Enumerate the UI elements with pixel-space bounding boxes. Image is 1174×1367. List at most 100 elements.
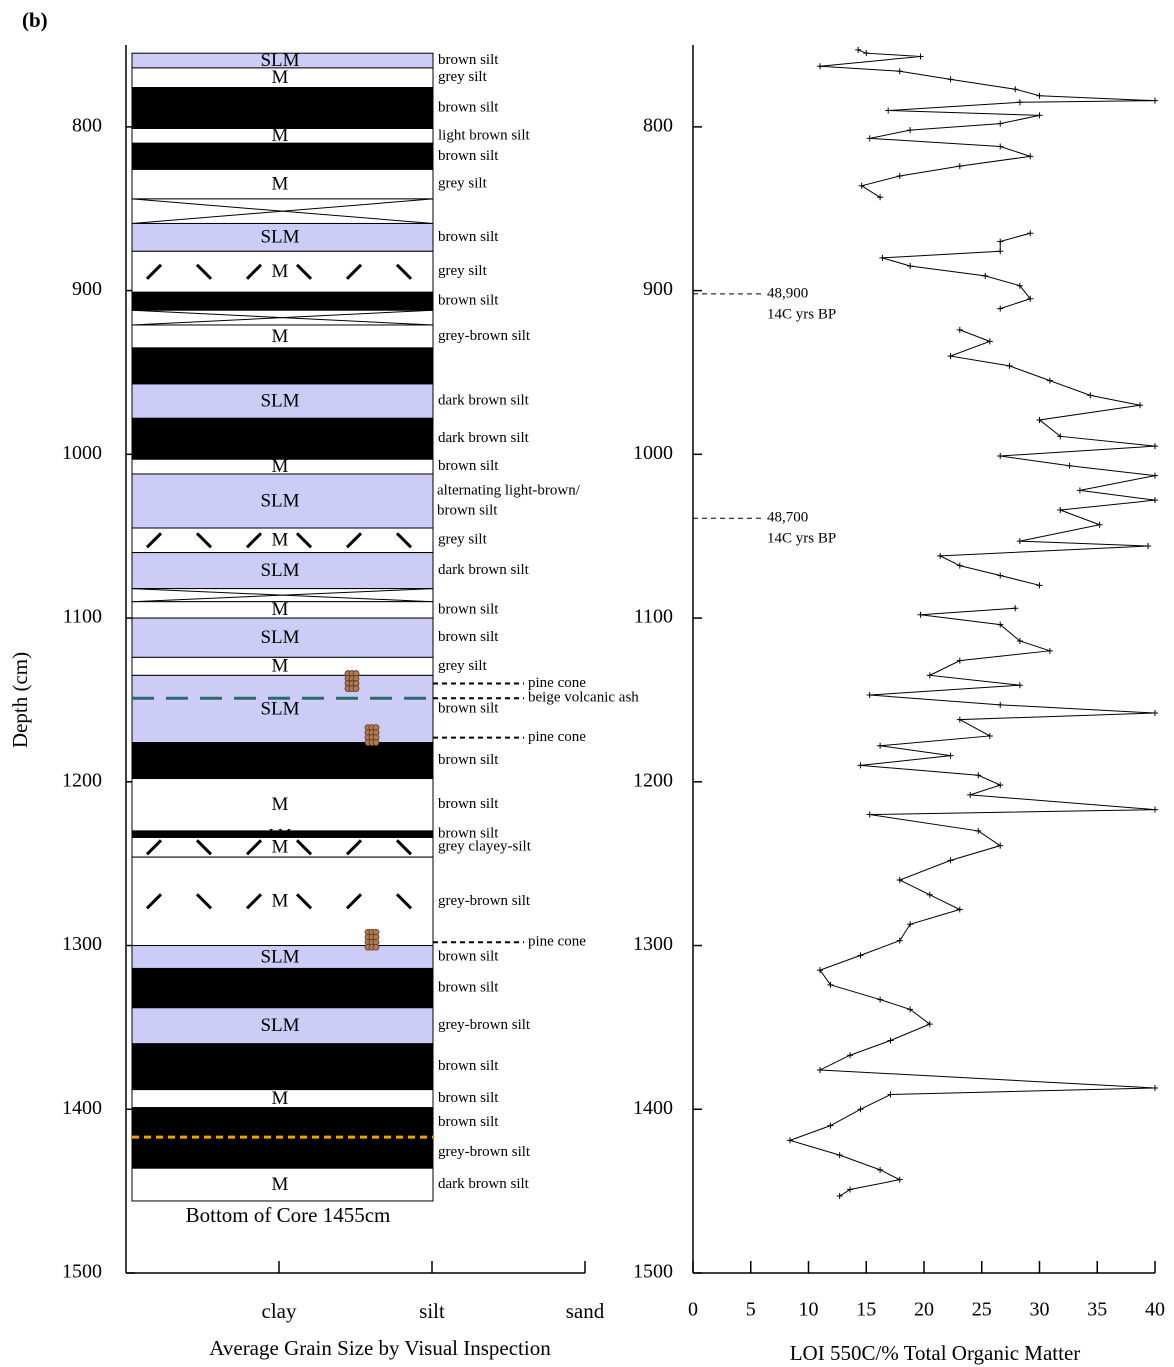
loi-point [847, 1186, 854, 1193]
loi-point [1136, 402, 1143, 409]
loi-point [1152, 497, 1158, 504]
layer-description: brown silt [438, 1058, 499, 1074]
y-tick-label: 1300 [633, 933, 673, 955]
layer-description: grey-brown silt [438, 893, 531, 909]
bottom-note: Bottom of Core 1455cm [186, 1203, 391, 1227]
dash [195, 263, 213, 280]
loi-point [1152, 443, 1158, 450]
hiatus-line [131, 309, 434, 326]
dash [195, 532, 213, 549]
loi-point [1046, 647, 1053, 654]
x-tick-label: sand [566, 1299, 605, 1323]
layer-label: LM [266, 750, 295, 771]
date-label: 48,700 [767, 510, 808, 526]
layer [131, 674, 434, 744]
layer-description: brown silt [438, 229, 499, 245]
annotation-label: beige volcanic ash [528, 690, 639, 706]
layer-label: M [272, 456, 289, 477]
y-tick-label: 1100 [634, 606, 673, 628]
loi-point [817, 967, 824, 974]
loi-point [1027, 153, 1034, 160]
layer-description: brown silt [438, 826, 499, 842]
layer-label: M [272, 67, 289, 88]
layer-label: SLM [260, 227, 299, 248]
loi-point [997, 248, 1004, 255]
y-tick-label: 900 [72, 278, 102, 300]
loi-point [986, 338, 993, 345]
layer [131, 1167, 434, 1202]
layer-description: dark brown silt [438, 430, 530, 446]
loi-point [1027, 230, 1034, 237]
loi-point [877, 742, 884, 749]
loi-point [997, 701, 1004, 708]
layer-description: grey silt [438, 176, 488, 192]
layer [131, 417, 434, 460]
layer-description: grey silt [438, 532, 488, 548]
layer [131, 856, 434, 947]
loi-point [836, 1193, 843, 1200]
layer-label: LM [266, 1142, 295, 1163]
layer-description: brown silt [438, 1114, 499, 1130]
layer-label: SLM [260, 627, 299, 648]
loi-point [836, 1152, 843, 1159]
loi-point [887, 1037, 894, 1044]
loi-point [1152, 710, 1158, 717]
x-tick-label: 15 [856, 1299, 876, 1321]
dash [395, 532, 413, 549]
layer [131, 967, 434, 1009]
layer-label: LM [266, 1112, 295, 1133]
loi-point [982, 272, 989, 279]
layer [131, 168, 434, 200]
loi-point [907, 1006, 914, 1013]
layer-description: brown silt [438, 1090, 499, 1106]
loi-point [866, 135, 873, 142]
loi-point [947, 857, 954, 864]
layer-description: grey-brown silt [438, 328, 531, 344]
x-tick-label: 0 [688, 1299, 698, 1321]
loi-point [967, 791, 974, 798]
layer-description: brown silt [438, 629, 499, 645]
loi-point [1012, 86, 1019, 93]
loi-point [1096, 521, 1103, 528]
loi-point [1006, 362, 1013, 369]
layer-label: M [272, 174, 289, 195]
loi-point [1066, 462, 1073, 469]
layer-label: SLM [260, 698, 299, 719]
loi-point [926, 1021, 933, 1028]
y-tick-label: 1300 [62, 933, 102, 955]
dash [345, 839, 363, 856]
loi-point [1016, 682, 1023, 689]
loi-point [1016, 637, 1023, 644]
layer-description: dark brown silt [438, 1176, 530, 1192]
layer [131, 383, 434, 419]
x-tick-label: 20 [914, 1299, 934, 1321]
loi-point [937, 552, 944, 559]
layer-label: M [272, 530, 289, 551]
layer-label: M [272, 1174, 289, 1195]
layer-label: LM [266, 428, 295, 449]
y-tick-label: 1000 [62, 442, 102, 464]
layer-description: dark brown silt [438, 393, 530, 409]
layer-label: LM [266, 977, 295, 998]
layer-label: M [272, 837, 289, 858]
dash [245, 263, 263, 280]
loi-point [956, 716, 963, 723]
loi-point [956, 906, 963, 913]
dash [145, 893, 163, 910]
layer-label: M [272, 794, 289, 815]
pine-cone [372, 739, 380, 746]
layer-description: brown silt [438, 796, 499, 812]
layer-label: SLM [260, 490, 299, 511]
dash [245, 839, 263, 856]
layer-description: brown silt [438, 700, 499, 716]
y-tick-label: 800 [643, 114, 673, 136]
layer-description: grey silt [438, 658, 488, 674]
annotation-label: pine cone [528, 934, 586, 950]
loi-point [1152, 97, 1158, 104]
loi-point [907, 127, 914, 134]
y-tick-label: 1100 [63, 606, 102, 628]
y-axis-title: Depth (cm) [8, 652, 32, 748]
layer-label: M [272, 599, 289, 620]
